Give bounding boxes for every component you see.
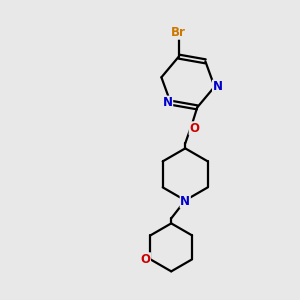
Text: N: N (163, 96, 172, 109)
Text: Br: Br (171, 26, 186, 39)
Text: O: O (189, 122, 199, 135)
Text: N: N (213, 80, 223, 93)
Text: O: O (140, 253, 150, 266)
Text: N: N (180, 195, 190, 208)
